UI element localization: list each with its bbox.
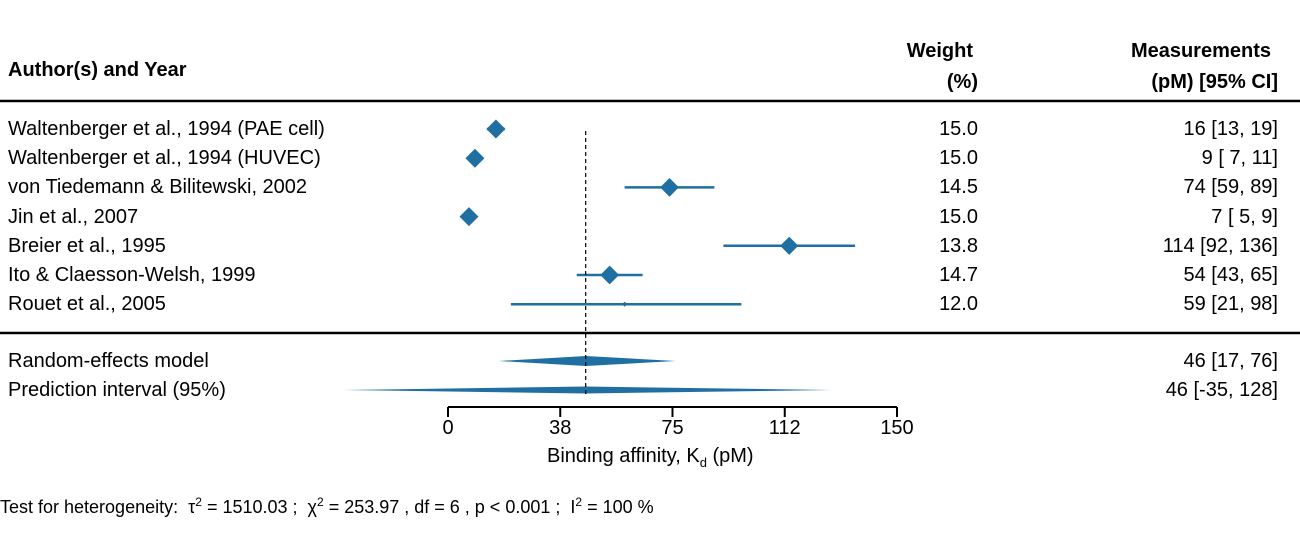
summary-label: Prediction interval (95%) — [8, 379, 226, 401]
study-weight: 15.0 — [939, 147, 978, 170]
effect-marker — [780, 236, 799, 255]
heterogeneity-tau2: = 1510.03 ; — [206, 497, 298, 517]
effect-marker — [600, 265, 620, 285]
study-ci: 54 [43, 65] — [1183, 264, 1278, 286]
effect-marker — [486, 119, 506, 139]
summary-ci: 46 [-35, 128] — [1165, 379, 1278, 401]
effect-marker — [622, 301, 628, 307]
summary-label: Random-effects model — [8, 350, 209, 372]
header-measurements-line2: (pM) [95% CI] — [1151, 71, 1278, 93]
x-tick-label: 0 — [442, 417, 453, 439]
study-weight: 14.7 — [939, 264, 978, 286]
study-ci: 114 [92, 136] — [1162, 234, 1278, 257]
study-label: von Tiedemann & Bilitewski, 2002 — [8, 176, 308, 199]
summary-diamond — [498, 356, 676, 366]
heterogeneity-prefix: Test for heterogeneity: — [0, 497, 179, 517]
study-ci: 9 [ 7, 11] — [1201, 147, 1278, 170]
study-weight: 15.0 — [939, 118, 978, 140]
study-label: Waltenberger et al., 1994 (HUVEC) — [8, 147, 321, 170]
study-weight: 12.0 — [939, 293, 978, 316]
study-weight: 15.0 — [939, 205, 978, 228]
x-axis-label-subscript: d — [699, 455, 707, 470]
x-tick-label: 38 — [549, 417, 571, 439]
study-label: Rouet et al., 2005 — [8, 293, 166, 316]
header-measurements-line1: Measurements — [1130, 40, 1271, 62]
x-tick-label: 150 — [880, 417, 913, 439]
header-study: Author(s) and Year — [8, 59, 187, 81]
x-axis-label-unit: (pM) — [706, 445, 754, 467]
header-weight-line1: Weight — [906, 40, 973, 62]
study-ci: 7 [ 5, 9] — [1211, 205, 1278, 228]
study-ci: 16 [13, 19] — [1183, 118, 1278, 140]
study-label: Breier et al., 1995 — [8, 234, 166, 257]
study-label: Ito & Claesson-Welsh, 1999 — [8, 264, 256, 286]
heterogeneity-text: Test for heterogeneity: τ2 = 1510.03 ; χ… — [0, 495, 654, 517]
prediction-interval — [343, 386, 832, 394]
x-axis-label: Binding affinity, Kd (pM) — [547, 444, 754, 475]
study-ci: 59 [21, 98] — [1183, 293, 1278, 316]
heterogeneity-chi2: = 253.97 , df = 6 , p < 0.001 ; — [328, 497, 561, 517]
summary-ci: 46 [17, 76] — [1183, 350, 1278, 372]
x-axis-label-main: Binding affinity, K — [547, 445, 700, 467]
study-ci: 74 [59, 89] — [1183, 176, 1278, 199]
header-weight-line2: (%) — [946, 71, 978, 93]
study-label: Waltenberger et al., 1994 (PAE cell) — [8, 118, 325, 140]
x-tick-label: 75 — [661, 417, 683, 439]
effect-marker — [465, 148, 485, 168]
x-tick-label: 112 — [769, 417, 801, 439]
study-label: Jin et al., 2007 — [8, 205, 139, 228]
effect-marker — [660, 178, 679, 197]
heterogeneity-i2: = 100 % — [587, 497, 654, 517]
effect-marker — [459, 207, 479, 227]
study-weight: 13.8 — [939, 234, 978, 257]
study-weight: 14.5 — [939, 176, 978, 199]
